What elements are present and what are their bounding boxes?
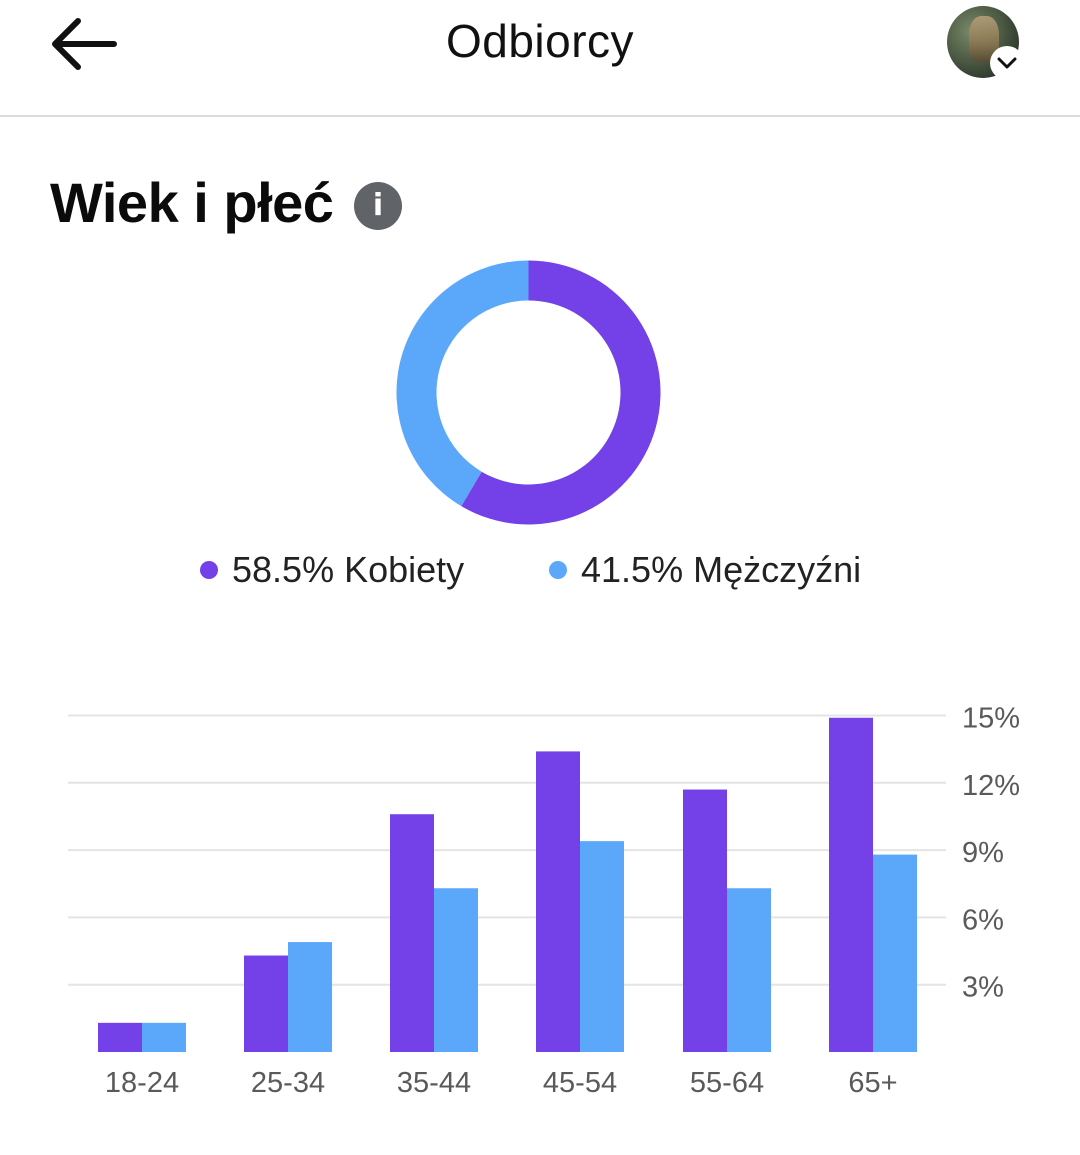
y-tick-label: 3% [962, 972, 1004, 1004]
back-button[interactable] [44, 8, 124, 80]
bar-men-25-34[interactable] [288, 942, 332, 1052]
bar-women-25-34[interactable] [244, 955, 288, 1052]
page-title: Odbiorcy [445, 15, 635, 67]
y-tick-label: 12% [962, 770, 1020, 802]
age-bar-chart: 3% 6% 9% 12% 15% 18-24 25-34 35-44 45-54 55-64 65+ [0, 690, 1080, 1110]
x-tick-label: 18-24 [105, 1067, 179, 1099]
section-title: Wiek i płeć [50, 171, 334, 234]
avatar[interactable] [947, 6, 1019, 78]
x-tick-label: 55-64 [690, 1067, 764, 1099]
bar-women-35-44[interactable] [390, 814, 434, 1052]
donut-svg [396, 260, 661, 525]
bar-women-45-54[interactable] [536, 751, 580, 1052]
x-tick-label: 65+ [848, 1067, 897, 1099]
bar-men-65+[interactable] [873, 854, 917, 1052]
y-tick-label: 9% [962, 837, 1004, 869]
bar-women-65+[interactable] [829, 717, 873, 1052]
x-tick-label: 45-54 [543, 1067, 617, 1099]
gender-donut-chart [396, 260, 661, 525]
bar-men-55-64[interactable] [727, 888, 771, 1052]
bar-chart-svg: 3% 6% 9% 12% 15% 18-24 25-34 35-44 45-54 55-64 65+ [68, 703, 1020, 1099]
bar-women-18-24[interactable] [98, 1022, 142, 1052]
info-glyph: i [372, 188, 384, 223]
arrow-left-icon [52, 18, 117, 70]
bar-men-45-54[interactable] [580, 841, 624, 1052]
legend-dot-men [549, 561, 567, 579]
donut-slice-women[interactable] [461, 260, 661, 525]
top-app-bar: Odbiorcy [0, 0, 1080, 117]
legend-label-men: 41.5% Mężczyźni [581, 549, 862, 590]
bar-men-35-44[interactable] [434, 888, 478, 1052]
legend-label-women: 58.5% Kobiety [232, 549, 465, 590]
chevron-down-icon [997, 57, 1017, 69]
y-tick-label: 15% [962, 703, 1020, 735]
bar-men-18-24[interactable] [142, 1022, 186, 1052]
account-switcher-button[interactable] [990, 46, 1024, 80]
bar-women-55-64[interactable] [683, 789, 727, 1052]
legend-item-women: 58.5% Kobiety [200, 545, 464, 595]
x-tick-label: 25-34 [251, 1067, 325, 1099]
legend-item-men: 41.5% Mężczyźni [549, 545, 861, 595]
donut-slice-men[interactable] [396, 260, 529, 507]
info-icon[interactable]: i [354, 182, 402, 230]
x-tick-label: 35-44 [397, 1067, 471, 1099]
legend-dot-women [200, 561, 218, 579]
y-tick-label: 6% [962, 904, 1004, 936]
